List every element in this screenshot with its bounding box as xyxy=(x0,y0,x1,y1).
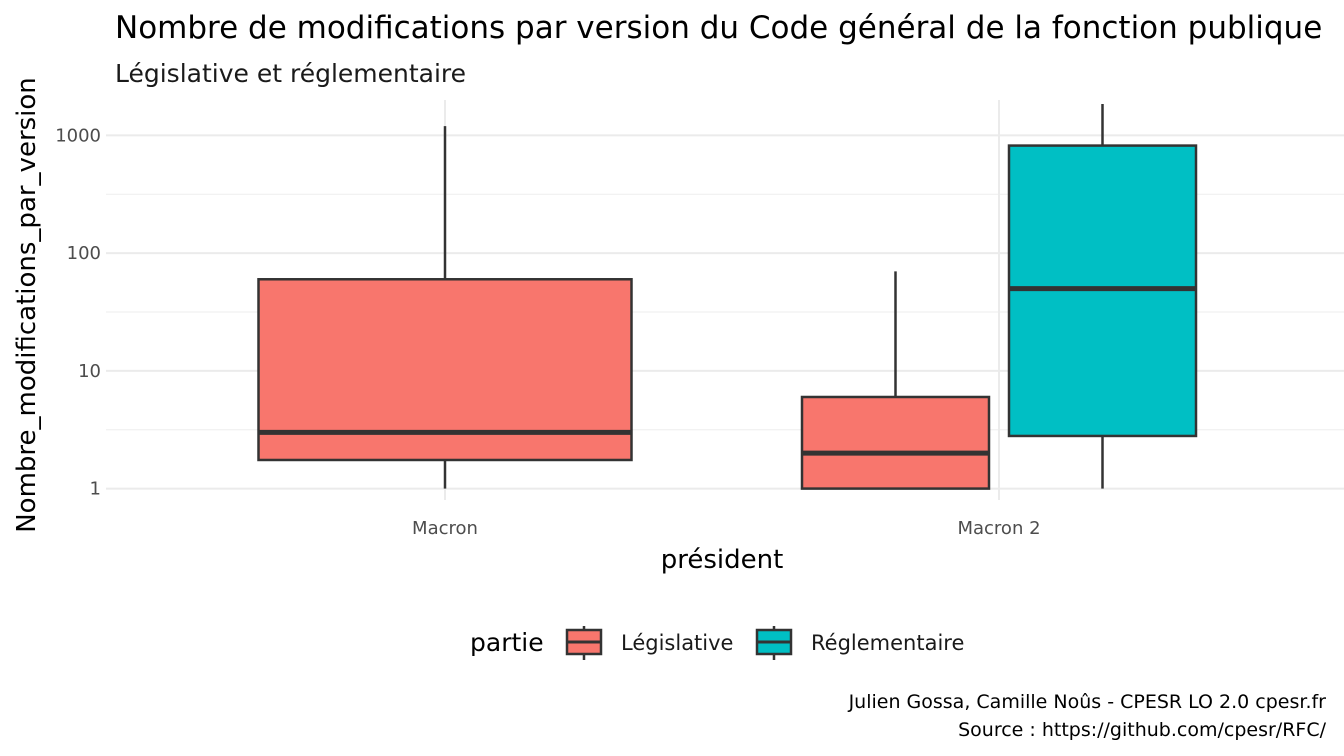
caption-line-1: Julien Gossa, Camille Noûs - CPESR LO 2.… xyxy=(848,691,1327,713)
legend-item-législative: Législative xyxy=(565,626,733,660)
x-tick-label: Macron xyxy=(412,518,478,539)
x-axis-title: président xyxy=(661,545,784,575)
legend-label: Réglementaire xyxy=(811,631,964,655)
y-tick-label: 10 xyxy=(78,361,101,382)
caption-line-2: Source : https://github.com/cpesr/RFC/ xyxy=(958,719,1327,741)
box-législative-macron-2 xyxy=(800,271,991,490)
box-body xyxy=(257,278,633,462)
legend-item-réglementaire: Réglementaire xyxy=(755,626,964,660)
legend-title: partie xyxy=(470,628,544,657)
box-réglementaire-macron-2 xyxy=(1007,103,1198,489)
box-législative-macron xyxy=(257,126,633,489)
legend-label: Législative xyxy=(621,631,733,655)
y-tick-label: 100 xyxy=(67,243,101,264)
x-tick-label: Macron 2 xyxy=(957,518,1040,539)
legend: partie Législative Réglementaire xyxy=(470,626,964,660)
boxes xyxy=(257,103,1198,490)
box-body xyxy=(800,395,991,490)
y-axis-title: Nombre_modifications_par_version xyxy=(12,77,42,533)
y-tick-label: 1000 xyxy=(55,125,101,146)
y-tick-label: 1 xyxy=(90,479,101,500)
tick-labels: 1 10 100 1000 Macron Macron 2 xyxy=(55,125,1040,539)
chart-subtitle: Législative et réglementaire xyxy=(115,59,466,88)
chart-title: Nombre de modifications par version du C… xyxy=(115,10,1322,46)
